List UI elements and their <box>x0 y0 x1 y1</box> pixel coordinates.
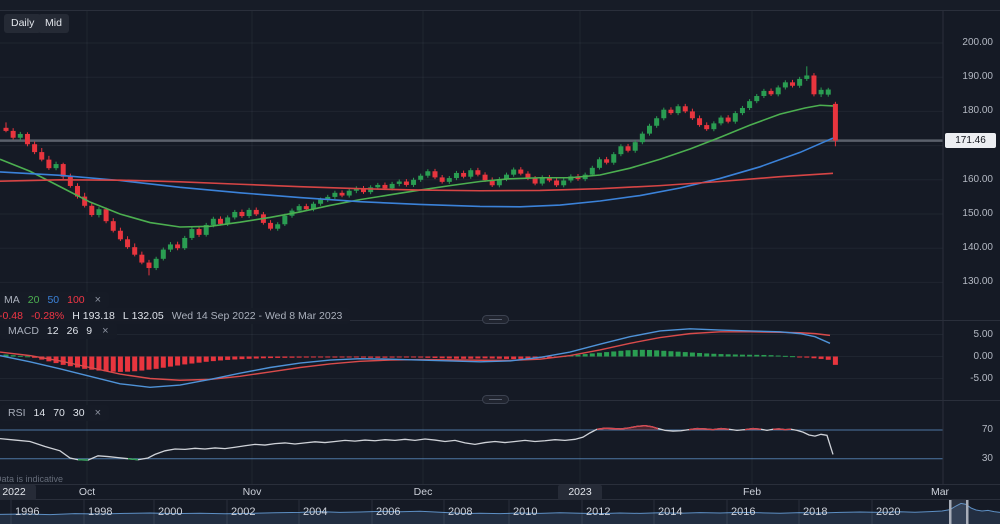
time-axis-month: Mar <box>930 486 950 498</box>
interval-daily-button[interactable]: Daily <box>4 14 42 33</box>
last-price-badge: 171.46 <box>945 133 996 148</box>
navigator-year-label: 1998 <box>88 506 113 518</box>
time-axis-month: Nov <box>242 486 262 498</box>
navigator-year-label: 2006 <box>376 506 401 518</box>
macd-legend-title: MACD <box>8 325 39 337</box>
macd-param-signal: 9 <box>86 325 93 337</box>
price-axis-tick: 150.00 <box>962 208 993 219</box>
rsi-close-icon[interactable]: × <box>94 407 102 419</box>
high-value: 193.18 <box>82 310 115 322</box>
navigator-year-label: 2000 <box>158 506 183 518</box>
navigator-year-label: 2018 <box>803 506 828 518</box>
navigator-year-label: 2012 <box>586 506 611 518</box>
rsi-legend: RSI 14 70 30 × <box>0 405 110 421</box>
macd-param-slow: 26 <box>66 325 79 337</box>
pane-resize-handle-rsi[interactable] <box>482 395 509 404</box>
price-type-mid-button[interactable]: Mid <box>38 14 69 33</box>
macd-axis-tick: 5.00 <box>973 328 993 340</box>
rsi-axis-tick: 70 <box>981 424 993 435</box>
ma-legend: MA 20 50 100 × <box>0 292 110 308</box>
rsi-axis-tick: 30 <box>981 452 993 464</box>
navigator-year-label: 2002 <box>231 506 256 518</box>
change-percent: -0.28% <box>30 310 65 322</box>
macd-axis-tick: -5.00 <box>970 372 993 384</box>
rsi-param-upper: 70 <box>53 407 65 419</box>
price-axis-tick: 190.00 <box>962 71 993 83</box>
rsi-legend-title: RSI <box>8 407 26 419</box>
ma-period-100: 100 <box>67 294 85 306</box>
macd-close-icon[interactable]: × <box>102 325 109 337</box>
nav-selection-window[interactable] <box>950 500 967 524</box>
navigator-year-label: 1996 <box>15 506 40 518</box>
price-values-legend: -0.48 -0.28% H 193.18 L 132.05 Wed 14 Se… <box>0 308 351 324</box>
low-label: L 132.05 <box>122 310 164 322</box>
top-toolbar-strip <box>0 0 1000 11</box>
macd-axis-tick: 0.00 <box>973 350 993 362</box>
time-axis-month: Feb <box>742 486 762 498</box>
rsi-param-length: 14 <box>33 407 46 419</box>
price-axis-tick: 140.00 <box>962 242 993 254</box>
ma-period-20: 20 <box>27 294 40 306</box>
rsi-param-lower: 30 <box>72 407 85 419</box>
date-range: Wed 14 Sep 2022 - Wed 8 Mar 2023 <box>171 310 343 322</box>
navigator-year-label: 2020 <box>876 506 901 518</box>
macd-param-fast: 12 <box>46 325 59 337</box>
pane-resize-handle-macd[interactable] <box>482 315 509 324</box>
time-axis-month: Oct <box>78 486 96 498</box>
macd-legend: MACD 12 26 9 × <box>0 323 117 339</box>
low-value: 132.05 <box>131 310 164 322</box>
navigator-year-label: 2014 <box>658 506 683 518</box>
ma-legend-title: MA <box>4 294 20 306</box>
navigator-year-label: 2010 <box>513 506 538 518</box>
price-axis-tick: 160.00 <box>962 173 993 185</box>
high-label: H 193.18 <box>72 310 115 322</box>
navigator-year-label: 2004 <box>303 506 328 518</box>
navigator-year-label: 2008 <box>448 506 473 518</box>
price-axis-tick: 180.00 <box>962 105 993 117</box>
ma-close-icon[interactable]: × <box>94 294 102 306</box>
price-axis-tick: 130.00 <box>962 276 993 288</box>
data-indicative-note: Data is indicative <box>0 474 64 484</box>
time-axis-year-marker: 2022 <box>0 485 36 500</box>
time-axis-year-marker: 2023 <box>558 485 602 500</box>
time-axis-month: Dec <box>413 486 433 498</box>
nav-selection-handle-right[interactable] <box>966 500 969 524</box>
navigator-year-label: 2016 <box>731 506 756 518</box>
ma-period-50: 50 <box>47 294 60 306</box>
nav-selection-handle-left[interactable] <box>949 500 952 524</box>
change-value: -0.48 <box>0 310 23 322</box>
price-axis-tick: 200.00 <box>962 37 993 48</box>
